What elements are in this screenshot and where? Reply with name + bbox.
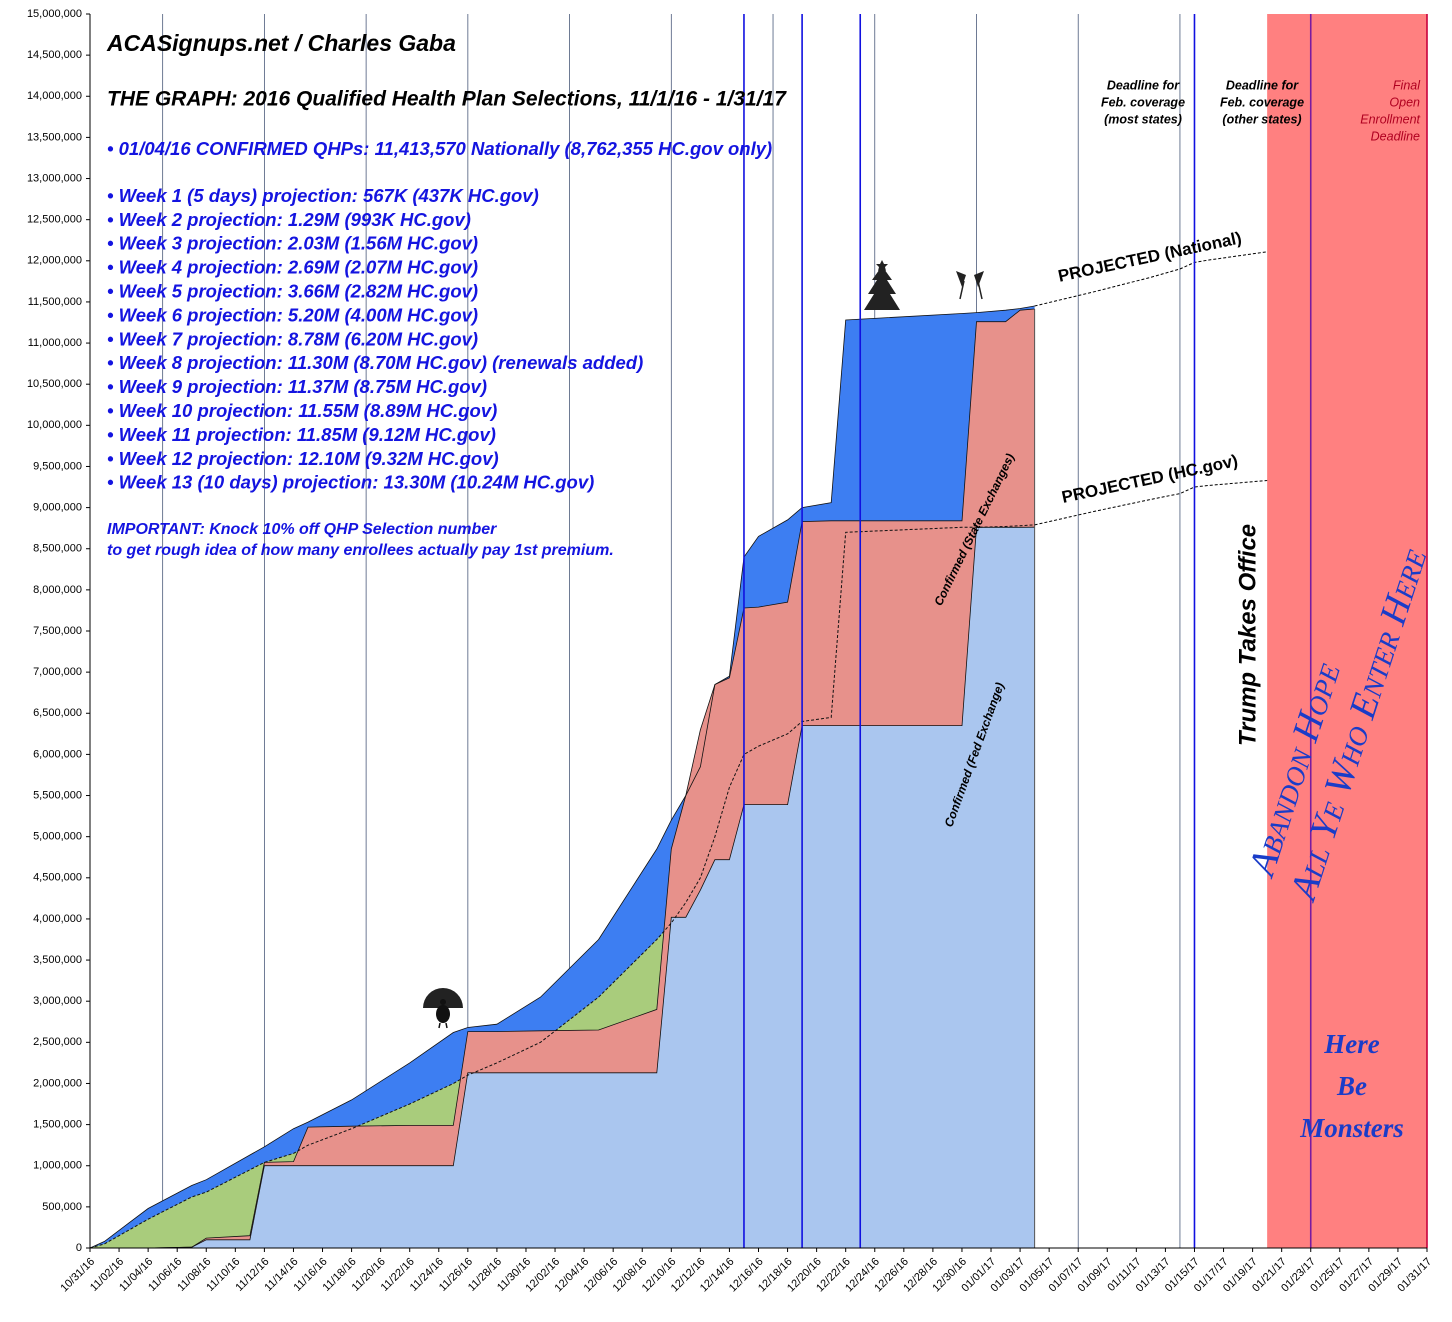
- annotation: Open: [1389, 95, 1420, 109]
- annotation: Monsters: [1299, 1113, 1404, 1143]
- footnote: IMPORTANT: Knock 10% off QHP Selection n…: [107, 521, 497, 538]
- y-tick-label: 9,000,000: [33, 502, 82, 514]
- y-tick-label: 3,500,000: [33, 954, 82, 966]
- y-tick-label: 4,500,000: [33, 872, 82, 884]
- area-edge: [90, 526, 1035, 1249]
- y-tick-label: 11,500,000: [28, 296, 82, 308]
- y-tick-label: 6,500,000: [33, 707, 82, 719]
- note: • Week 13 (10 days) projection: 13.30M (…: [107, 472, 594, 493]
- note: • Week 7 projection: 8.78M (6.20M HC.gov…: [107, 328, 478, 349]
- y-tick-label: 14,500,000: [27, 49, 82, 61]
- y-tick-label: 13,000,000: [27, 172, 82, 184]
- y-tick-label: 10,500,000: [27, 378, 82, 390]
- icons: [423, 260, 984, 1029]
- area-edge: [90, 308, 1035, 1249]
- note: • Week 12 projection: 12.10M (9.32M HC.g…: [107, 448, 499, 469]
- annotation: Final: [1393, 78, 1421, 92]
- y-tick-label: 12,500,000: [27, 214, 82, 226]
- plot-overlay: [86, 13, 1428, 1252]
- series-label: PROJECTED (HC.gov): [1060, 451, 1239, 507]
- y-tick-label: 2,000,000: [33, 1077, 82, 1089]
- y-tick-label: 15,000,000: [27, 8, 82, 20]
- y-tick-label: 13,500,000: [27, 131, 82, 143]
- y-tick-label: 8,500,000: [33, 543, 82, 555]
- y-tick-label: 1,000,000: [33, 1160, 82, 1172]
- annotation: Here: [1323, 1029, 1379, 1059]
- annotation: Feb. coverage: [1220, 95, 1304, 109]
- y-tick-label: 3,000,000: [33, 995, 82, 1007]
- note: • Week 4 projection: 2.69M (2.07M HC.gov…: [107, 257, 478, 278]
- note: • Week 5 projection: 3.66M (2.82M HC.gov…: [107, 280, 478, 301]
- annotation: Deadline: [1371, 129, 1420, 143]
- y-tick-label: 1,500,000: [33, 1119, 82, 1131]
- note: • Week 10 projection: 11.55M (8.89M HC.g…: [107, 400, 497, 421]
- y-tick-label: 9,500,000: [33, 460, 82, 472]
- note: • 01/04/16 CONFIRMED QHPs: 11,413,570 Na…: [107, 138, 772, 159]
- annotation: Enrollment: [1360, 112, 1420, 126]
- annotation: Deadline for: [1226, 78, 1299, 92]
- y-tick-label: 2,500,000: [33, 1036, 82, 1048]
- note: • Week 9 projection: 11.37M (8.75M HC.go…: [107, 376, 487, 397]
- dashed-edge: [89, 524, 1035, 1249]
- tree-icon: [864, 260, 900, 310]
- area-edge: [89, 305, 1035, 1249]
- y-tick-label: 11,000,000: [28, 337, 82, 349]
- y-tick-label: 7,500,000: [33, 625, 82, 637]
- note: • Week 6 projection: 5.20M (4.00M HC.gov…: [107, 304, 478, 325]
- y-tick-label: 12,000,000: [27, 255, 82, 267]
- y-tick-label: 6,000,000: [33, 748, 82, 760]
- y-tick-label: 14,000,000: [27, 90, 82, 102]
- annotation: (most states): [1104, 112, 1182, 126]
- note: • Week 11 projection: 11.85M (9.12M HC.g…: [107, 424, 496, 445]
- title: ACASignups.net / Charles Gaba: [106, 30, 456, 56]
- y-tick-label: 5,000,000: [33, 831, 82, 843]
- y-tick-label: 4,000,000: [33, 913, 82, 925]
- y-tick-label: 500,000: [42, 1201, 82, 1213]
- annotation: (other states): [1222, 112, 1301, 126]
- footnote: to get rough idea of how many enrollees …: [107, 542, 614, 559]
- note: • Week 2 projection: 1.29M (993K HC.gov): [107, 209, 471, 230]
- note: • Week 1 (5 days) projection: 567K (437K…: [107, 185, 539, 206]
- y-tick-label: 0: [76, 1242, 82, 1254]
- turkey-icon: [423, 988, 463, 1029]
- note: • Week 8 projection: 11.30M (8.70M HC.go…: [107, 352, 643, 373]
- annotation: Feb. coverage: [1101, 95, 1185, 109]
- glasses-icon: [956, 271, 984, 300]
- area: [90, 527, 1035, 1248]
- shaded-band: [1267, 14, 1427, 1248]
- y-tick-label: 10,000,000: [27, 419, 82, 431]
- note: • Week 3 projection: 2.03M (1.56M HC.gov…: [107, 233, 478, 254]
- annotation: Be: [1336, 1071, 1367, 1101]
- y-tick-label: 5,500,000: [33, 789, 82, 801]
- annotation: Trump Takes Office: [1234, 524, 1261, 746]
- series-label: PROJECTED (National): [1056, 228, 1243, 285]
- subtitle: THE GRAPH: 2016 Qualified Health Plan Se…: [107, 88, 787, 111]
- y-tick-label: 8,000,000: [33, 584, 82, 596]
- y-tick-label: 7,000,000: [33, 666, 82, 678]
- annotation: Deadline for: [1107, 78, 1180, 92]
